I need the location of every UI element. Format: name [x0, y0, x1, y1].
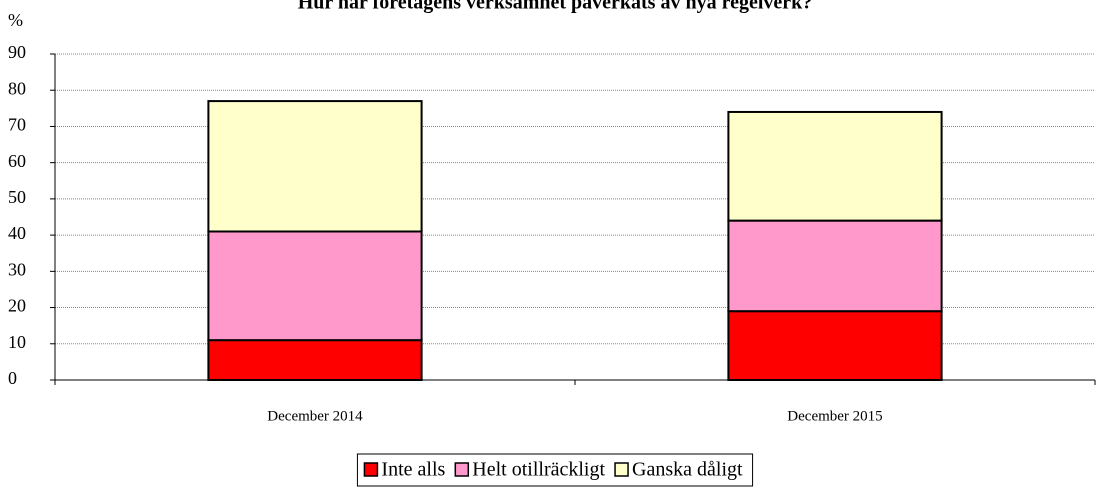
- y-axis-label: %: [8, 10, 23, 30]
- bar-segment: [207, 230, 423, 342]
- bar-segment: [727, 310, 943, 381]
- chart-title: Hur har företagens verksamhet påverkats …: [298, 0, 813, 14]
- y-tick-label: 10: [8, 332, 26, 352]
- legend-swatch: [454, 462, 470, 477]
- y-tick-label: 80: [8, 78, 26, 98]
- legend-label: Ganska dåligt: [632, 459, 743, 481]
- legend: [356, 453, 754, 487]
- y-tick-label: 50: [8, 187, 26, 207]
- y-tick-label: 20: [8, 296, 26, 316]
- legend-label: Inte alls: [381, 459, 445, 481]
- x-tick-label: December 2015: [787, 408, 882, 424]
- y-tick-label: 0: [8, 368, 17, 388]
- bar-segment: [727, 110, 943, 222]
- bar-segment: [207, 339, 423, 381]
- y-tick-label: 70: [8, 115, 26, 135]
- bar-segment: [207, 100, 423, 233]
- y-tick-label: 40: [8, 223, 26, 243]
- bar-segment: [727, 219, 943, 313]
- y-tick-label: 30: [8, 259, 26, 279]
- legend-label: Helt otillräckligt: [472, 459, 605, 481]
- x-tick-label: December 2014: [267, 408, 363, 424]
- y-tick-label: 60: [8, 151, 26, 171]
- legend-swatch: [614, 462, 629, 477]
- y-tick-label: 90: [8, 42, 26, 62]
- legend-swatch: [363, 462, 379, 477]
